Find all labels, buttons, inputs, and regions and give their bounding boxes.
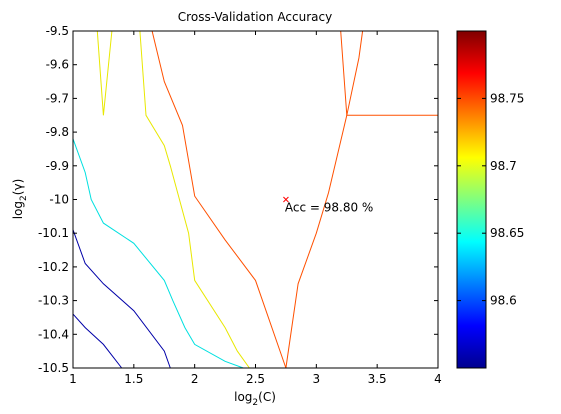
y-tick-label: -9.5	[46, 24, 69, 38]
contour-line-0-1	[72, 313, 123, 369]
y-tick-label: -9.6	[46, 58, 69, 72]
max-accuracy-marker	[283, 196, 289, 203]
colorbar-tick-label: 98.6	[490, 294, 517, 308]
y-tick-label: -10.5	[38, 361, 69, 375]
y-tick-label: -10.3	[38, 294, 69, 308]
y-tick-label: -9.9	[46, 159, 69, 173]
y-tick-label: -10.1	[38, 226, 69, 240]
colorbar-tick-label: 98.75	[490, 91, 524, 105]
y-axis-label: log2(γ)	[11, 179, 29, 220]
colorbar-tick-label: 98.7	[490, 159, 517, 173]
x-tick-label: 1.5	[124, 372, 143, 386]
plot-frame	[72, 30, 439, 369]
y-tick-labels: -9.5 -9.6 -9.7 -9.8 -9.9 -10 -10.1 -10.2 -10.3 -1…	[38, 24, 69, 375]
x-axis-label: log2(C)	[234, 390, 276, 408]
x-tick-label: 2	[191, 372, 199, 386]
y-tick-label: -9.8	[46, 125, 69, 139]
colorbar: 98.6 98.65 98.7 98.75	[456, 30, 524, 369]
colorbar-ticks: 98.6 98.65 98.7 98.75	[457, 91, 524, 308]
plot-background	[73, 31, 438, 368]
y-tick-label: -10.2	[38, 260, 69, 274]
x-tick-label: 1	[69, 372, 77, 386]
contour-line-0-0	[72, 229, 171, 369]
contour-line-2-0	[96, 30, 113, 116]
colorbar-gradient	[456, 30, 487, 369]
contour-line-1-0	[72, 138, 244, 369]
y-tick-label: -9.7	[46, 91, 69, 105]
x-tick-labels: 1 1.5 2 2.5 3 3.5 4	[69, 372, 442, 386]
chart-title: Cross-Validation Accuracy	[178, 10, 332, 24]
x-tick-label: 2.5	[246, 372, 265, 386]
contour-line-3-1	[340, 30, 438, 116]
marker-x	[283, 196, 289, 203]
y-tick-label: -10	[49, 193, 69, 207]
colorbar-tick-label: 98.65	[490, 226, 524, 240]
contour-line-2-1	[139, 30, 250, 369]
plot-area: Acc = 98.80 %	[72, 30, 439, 369]
x-tick-label: 3.5	[368, 372, 387, 386]
x-tick-label: 4	[434, 372, 442, 386]
accuracy-annotation: Acc = 98.80 %	[285, 201, 373, 215]
x-tick-label: 3	[313, 372, 321, 386]
y-tick-label: -10.4	[38, 327, 69, 341]
